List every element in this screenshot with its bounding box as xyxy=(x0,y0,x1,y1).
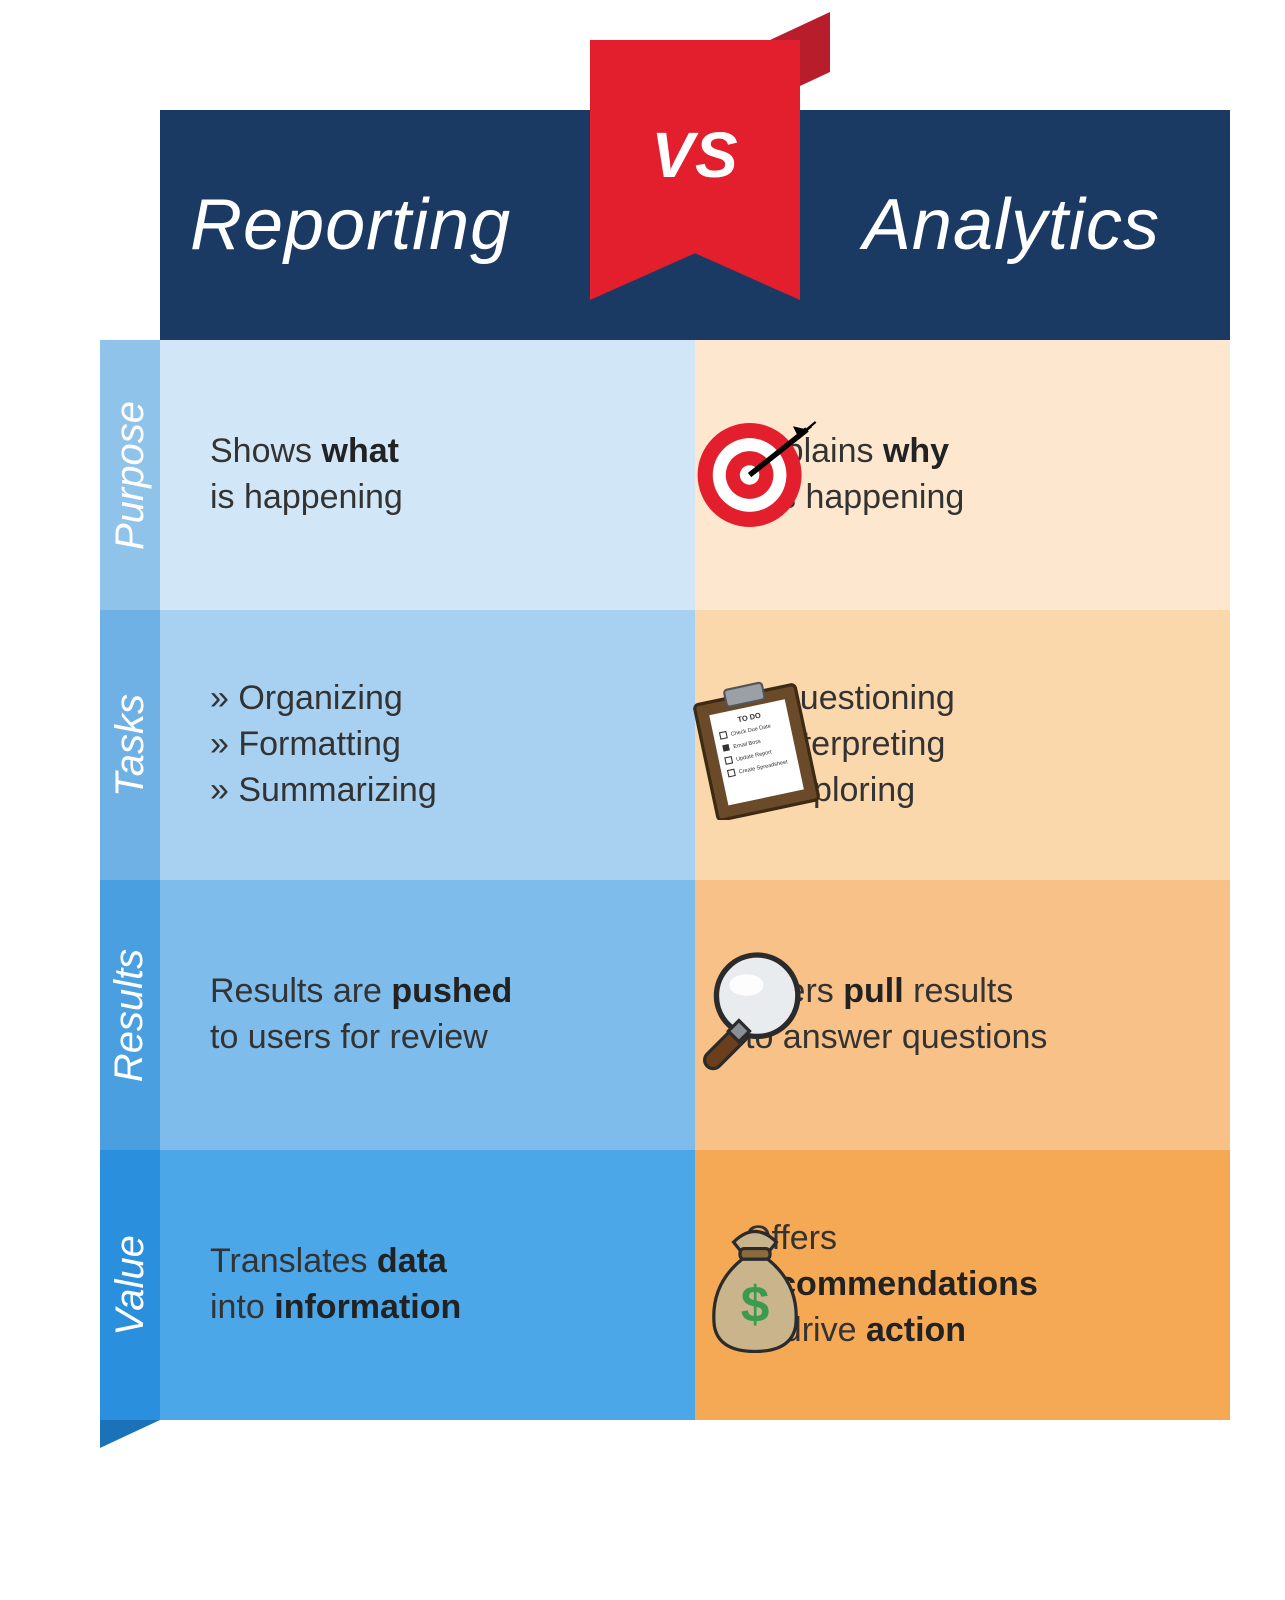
vs-text: VS xyxy=(651,118,738,192)
tab-label: Tasks xyxy=(108,693,153,796)
row-body: » Organizing» Formatting» Summarizing » … xyxy=(160,610,1230,880)
ribbon-front: VS xyxy=(590,40,800,300)
magnifier-icon xyxy=(680,940,830,1090)
row-tab: Tasks xyxy=(100,610,160,880)
tab-label: Value xyxy=(108,1235,153,1336)
tab-label: Results xyxy=(108,948,153,1081)
tab-face: Purpose xyxy=(100,340,160,610)
tab-face: Results xyxy=(100,880,160,1150)
row-body: Translates datainto information Offersre… xyxy=(160,1150,1230,1420)
cell-reporting: Translates datainto information xyxy=(160,1150,695,1420)
comparison-row: Tasks » Organizing» Formatting» Summariz… xyxy=(100,610,1230,880)
cell-reporting: Results are pushedto users for review xyxy=(160,880,695,1150)
cell-text: Translates datainto information xyxy=(210,1239,461,1331)
tab-face: Value xyxy=(100,1150,160,1420)
clipboard-icon: TO DO Check Due Date Email Boss Update R… xyxy=(680,670,830,820)
infographic-canvas: Reporting Analytics VS Purpose Shows wha… xyxy=(100,40,1230,1448)
cell-reporting: Shows whatis happening xyxy=(160,340,695,610)
svg-text:$: $ xyxy=(741,1274,770,1332)
target-icon xyxy=(680,400,830,550)
row-tab: Results xyxy=(100,880,160,1150)
moneybag-icon: $ xyxy=(680,1210,830,1360)
tab-label: Purpose xyxy=(108,401,153,550)
row-tab: Purpose xyxy=(100,340,160,610)
cell-text: Shows whatis happening xyxy=(210,429,403,521)
cell-text: » Organizing» Formatting» Summarizing xyxy=(210,676,437,814)
comparison-rows: Purpose Shows whatis happening Explains … xyxy=(100,340,1230,1448)
comparison-row: Purpose Shows whatis happening Explains … xyxy=(100,340,1230,610)
comparison-row: Value Translates datainto information Of… xyxy=(100,1150,1230,1420)
tab-face: Tasks xyxy=(100,610,160,880)
comparison-row: Results Results are pushedto users for r… xyxy=(100,880,1230,1150)
row-body: Shows whatis happening Explains whyit is… xyxy=(160,340,1230,610)
bottom-tab-slant xyxy=(100,1420,160,1448)
header-bar: Reporting Analytics VS xyxy=(160,110,1230,340)
vs-ribbon: VS xyxy=(590,40,800,330)
cell-text: Results are pushedto users for review xyxy=(210,969,512,1061)
row-tab: Value xyxy=(100,1150,160,1420)
row-body: Results are pushedto users for review Us… xyxy=(160,880,1230,1150)
cell-reporting: » Organizing» Formatting» Summarizing xyxy=(160,610,695,880)
